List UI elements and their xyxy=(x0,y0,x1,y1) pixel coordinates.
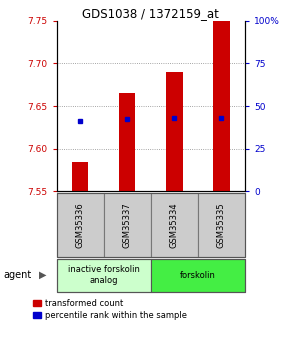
Title: GDS1038 / 1372159_at: GDS1038 / 1372159_at xyxy=(82,7,219,20)
Text: GSM35335: GSM35335 xyxy=(217,202,226,248)
Bar xyxy=(151,259,245,292)
Text: GSM35337: GSM35337 xyxy=(123,202,132,248)
Text: GSM35334: GSM35334 xyxy=(170,202,179,248)
Legend: transformed count, percentile rank within the sample: transformed count, percentile rank withi… xyxy=(33,299,187,319)
Bar xyxy=(213,21,230,191)
Bar xyxy=(166,72,183,191)
Text: GSM35336: GSM35336 xyxy=(76,202,85,248)
Bar xyxy=(57,259,151,292)
Text: ▶: ▶ xyxy=(39,270,47,280)
Text: agent: agent xyxy=(3,270,31,280)
Bar xyxy=(198,193,245,257)
Text: inactive forskolin
analog: inactive forskolin analog xyxy=(68,265,139,285)
Bar xyxy=(72,161,88,191)
Bar xyxy=(151,193,198,257)
Bar xyxy=(104,193,151,257)
Text: forskolin: forskolin xyxy=(180,270,216,280)
Bar xyxy=(119,93,135,191)
Bar xyxy=(57,193,104,257)
